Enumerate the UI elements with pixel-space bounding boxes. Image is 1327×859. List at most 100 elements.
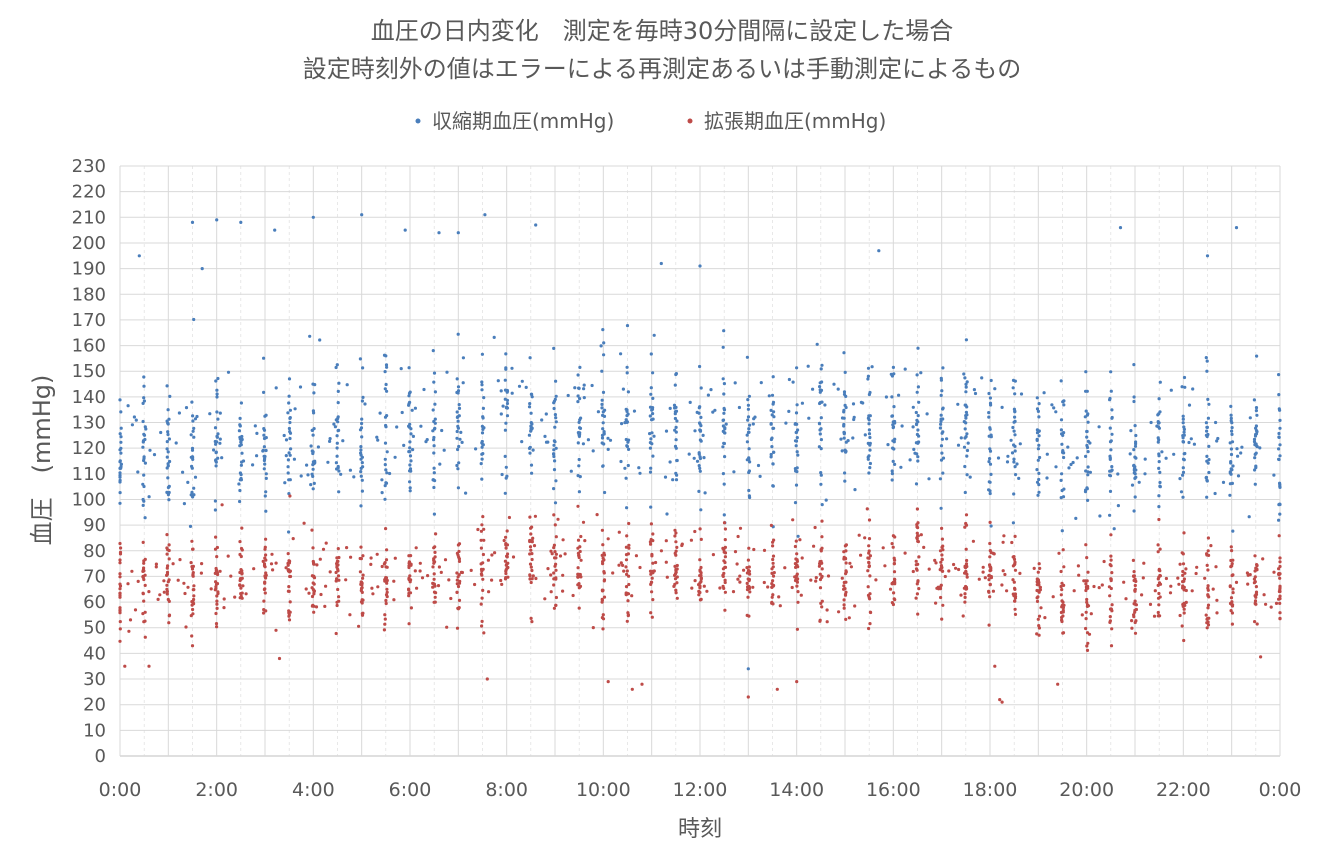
data-point-systolic: [853, 488, 857, 492]
data-point-diastolic: [287, 614, 291, 618]
data-point-systolic: [215, 410, 219, 414]
data-point-diastolic: [935, 586, 939, 590]
data-point-systolic: [177, 411, 181, 415]
data-point-diastolic: [529, 616, 533, 621]
data-point-diastolic: [1178, 562, 1182, 566]
data-point-systolic: [648, 414, 652, 418]
data-point-diastolic: [1010, 540, 1014, 545]
data-point-systolic: [215, 392, 219, 396]
data-point-systolic: [1278, 454, 1282, 458]
data-point-diastolic: [771, 565, 775, 569]
data-point-diastolic: [772, 538, 776, 542]
data-point-systolic: [505, 398, 510, 402]
data-point-diastolic: [606, 537, 610, 541]
data-point-diastolic: [215, 594, 219, 598]
data-point-systolic: [989, 378, 993, 383]
data-point-systolic: [1230, 429, 1234, 433]
data-point-diastolic: [420, 576, 425, 580]
data-point-diastolic: [118, 591, 122, 596]
data-point-diastolic: [288, 494, 292, 498]
data-point-diastolic: [794, 539, 798, 543]
data-point-systolic: [1252, 440, 1257, 444]
data-point-systolic: [576, 394, 580, 398]
data-point-diastolic: [867, 595, 871, 600]
data-point-diastolic: [892, 561, 897, 566]
data-point-systolic: [1156, 440, 1160, 444]
data-point-systolic: [554, 446, 558, 450]
data-point-diastolic: [552, 513, 556, 517]
data-point-diastolic: [384, 558, 389, 562]
data-point-systolic: [1108, 469, 1112, 473]
data-point-systolic: [806, 364, 810, 368]
data-point-systolic: [499, 412, 503, 416]
data-point-systolic: [793, 501, 798, 505]
data-point-diastolic: [504, 569, 508, 573]
data-point-diastolic: [1012, 557, 1017, 562]
data-point-diastolic: [673, 534, 677, 538]
data-point-diastolic: [552, 543, 557, 547]
data-point-diastolic: [819, 559, 823, 563]
data-point-systolic: [1108, 454, 1112, 458]
data-point-systolic: [328, 437, 332, 441]
data-point-systolic: [770, 445, 774, 449]
data-point-diastolic: [1254, 590, 1259, 594]
data-point-systolic: [313, 460, 317, 465]
data-point-systolic: [299, 474, 303, 478]
data-point-systolic: [648, 470, 653, 474]
data-point-systolic: [624, 476, 628, 480]
data-point-systolic: [553, 501, 558, 505]
data-point-diastolic: [118, 620, 122, 624]
data-point-diastolic: [1262, 593, 1266, 597]
data-point-systolic: [973, 391, 978, 396]
data-point-diastolic: [601, 627, 605, 631]
data-point-diastolic: [1000, 700, 1004, 704]
data-point-diastolic: [772, 571, 776, 575]
data-point-systolic: [480, 457, 484, 461]
data-point-systolic: [1133, 495, 1137, 499]
data-point-systolic: [339, 472, 343, 476]
data-point-systolic: [916, 455, 920, 459]
data-point-diastolic: [1132, 574, 1136, 578]
data-point-systolic: [1181, 436, 1185, 440]
data-point-diastolic: [1274, 601, 1279, 606]
data-point-systolic: [964, 385, 968, 389]
data-point-systolic: [264, 490, 268, 494]
data-point-systolic: [600, 436, 605, 440]
data-point-diastolic: [531, 574, 535, 578]
data-point-systolic: [722, 482, 726, 486]
data-point-systolic: [409, 432, 413, 436]
data-point-diastolic: [482, 527, 486, 531]
data-point-diastolic: [651, 532, 655, 536]
data-point-diastolic: [914, 596, 918, 600]
data-point-systolic: [1205, 425, 1209, 429]
data-point-systolic: [479, 462, 483, 466]
data-point-diastolic: [1132, 602, 1136, 606]
data-point-systolic: [1084, 389, 1088, 393]
data-point-systolic: [911, 425, 915, 429]
data-point-systolic: [819, 427, 823, 431]
data-point-systolic: [1110, 408, 1114, 412]
data-point-systolic: [1229, 467, 1233, 471]
data-point-systolic: [956, 443, 961, 447]
data-point-diastolic: [820, 535, 824, 539]
data-point-systolic: [964, 403, 968, 407]
data-point-diastolic: [1037, 624, 1041, 628]
data-point-diastolic: [650, 552, 654, 557]
data-point-diastolic: [1130, 619, 1134, 623]
data-point-diastolic: [226, 554, 230, 558]
data-point-systolic: [1085, 429, 1089, 434]
data-point-systolic: [1036, 447, 1040, 451]
data-point-diastolic: [214, 535, 218, 539]
data-point-systolic: [504, 366, 508, 370]
data-point-diastolic: [456, 584, 461, 589]
data-point-systolic: [216, 432, 220, 436]
data-point-diastolic: [118, 572, 122, 576]
data-point-systolic: [577, 457, 581, 462]
data-point-diastolic: [554, 568, 558, 572]
data-point-diastolic: [934, 561, 938, 565]
data-point-systolic: [540, 418, 544, 422]
data-point-diastolic: [735, 562, 739, 566]
data-point-systolic: [842, 390, 847, 394]
data-point-systolic: [668, 460, 672, 464]
